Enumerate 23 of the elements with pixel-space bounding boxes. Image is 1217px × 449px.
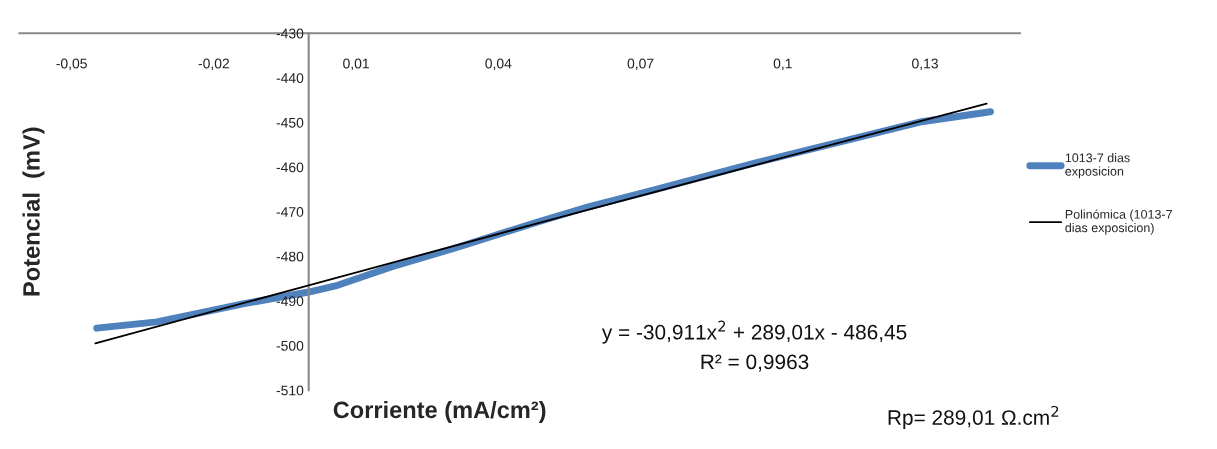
y-tick-label: -460 [276,162,304,173]
y-tick-label: -450 [276,117,304,128]
x-tick-label: 0,04 [485,58,512,71]
legend-label: 1013-7 dias exposicion [1065,153,1130,179]
x-axis-title: Corriente (mA/cm²) [333,400,546,423]
x-tick-label: 0,07 [627,58,654,71]
annotation: R² = 0,9963 [701,354,809,372]
annotation: y = -30,911x$^{2}$ + 289,01x - 486,45 [601,320,907,344]
x-tick-label: 0,1 [773,58,792,71]
x-tick-label: 0,01 [343,58,369,71]
y-tick-label: -480 [276,251,304,262]
legend-label: Polinómica (1013-7 dias exposicion) [1065,209,1172,235]
x-tick-label: -0,05 [56,58,87,71]
y-tick-label: -430 [276,28,304,39]
x-tick-label: -0,02 [198,58,229,71]
y-tick-label: -490 [276,296,304,307]
y-tick-label: -500 [276,340,304,351]
y-tick-label: -470 [276,207,304,217]
text: Rp= 289,01 Ω.cm$^{2}$ [888,405,1059,430]
y-tick-label: -440 [276,73,304,84]
y-tick-label: -510 [276,385,304,396]
y-axis-title: Potencial (mV) [22,127,45,296]
x-tick-label: 0,13 [912,58,938,71]
